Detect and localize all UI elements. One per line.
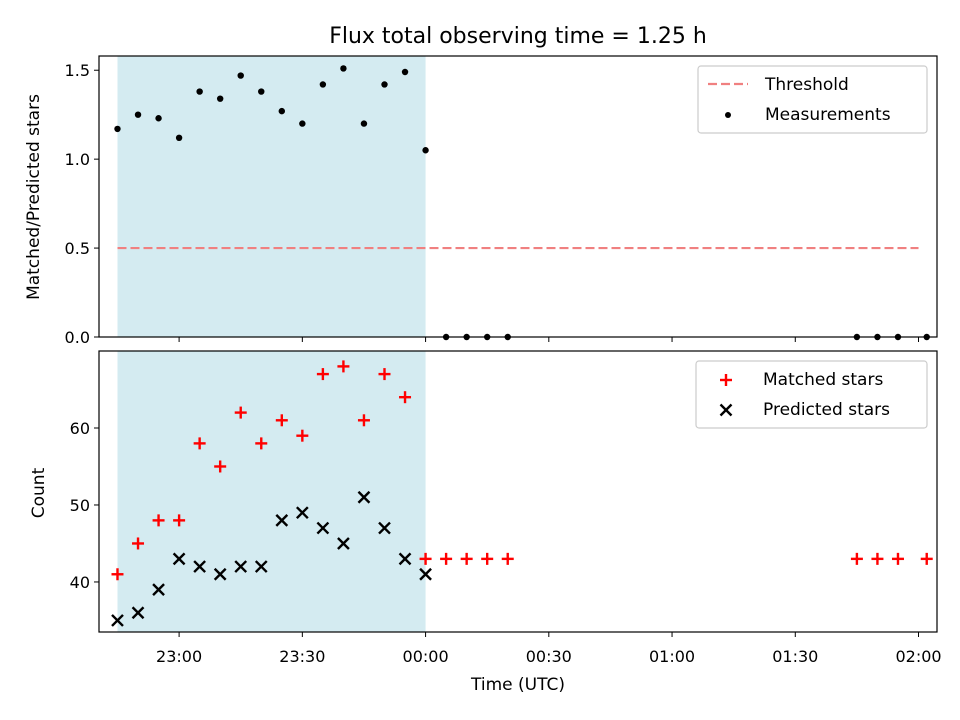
top-legend-box: [697, 65, 928, 134]
matched-star-point: [920, 552, 933, 565]
measurement-point: [299, 120, 306, 127]
predicted-star-point: [111, 614, 124, 627]
measurement-point: [258, 88, 265, 95]
matched-star-point: [419, 552, 432, 565]
predicted-star-point: [234, 560, 248, 573]
predicted-star-point: [254, 560, 268, 573]
bottom-y-tick-label: 50: [70, 496, 90, 515]
predicted-star-point: [131, 606, 145, 620]
matched-star-point: [850, 552, 863, 565]
measurement-point: [134, 111, 142, 118]
matched-star-point: [111, 568, 124, 581]
legend-measurement-swatch: [725, 112, 731, 118]
measurement-point: [319, 81, 327, 88]
legend-predicted-label: Predicted stars: [763, 400, 890, 420]
matched-star-point: [460, 552, 473, 565]
matched-star-point: [337, 360, 350, 373]
x-tick-label: 00:00: [403, 647, 449, 666]
matched-star-point: [316, 368, 329, 381]
x-axis-label: Time (UTC): [470, 675, 565, 695]
bottom-y-axis-label: Count: [29, 467, 49, 518]
predicted-star-point: [193, 560, 206, 573]
predicted-star-point: [419, 567, 432, 581]
top-y-tick-label: 1.0: [65, 150, 90, 169]
matched-star-point: [214, 460, 227, 473]
x-tick-label: 23:30: [279, 647, 325, 666]
x-tick-label: 23:00: [156, 647, 202, 666]
matched-star-point: [234, 406, 247, 419]
matched-star-point: [132, 537, 145, 550]
matched-star-point: [296, 429, 309, 442]
predicted-star-point: [378, 521, 391, 535]
measurement-point: [401, 68, 409, 76]
bottom-legend: Matched stars Predicted stars: [695, 360, 928, 429]
measurement-point: [114, 125, 121, 133]
matched-star-point: [152, 514, 165, 527]
legend-matched-label: Matched stars: [763, 370, 883, 390]
legend-predicted-swatch: [719, 403, 733, 417]
top-y-axis-label: Matched/Predicted stars: [24, 94, 44, 300]
predicted-star-point: [152, 583, 165, 597]
matched-star-point: [871, 552, 884, 565]
matched-star-point: [193, 437, 206, 450]
measurement-point: [340, 65, 347, 72]
measurement-point: [360, 120, 368, 127]
measurement-point: [422, 147, 429, 154]
top-legend: Threshold Measurements: [697, 65, 928, 134]
legend-measurement-label: Measurements: [765, 105, 891, 125]
shaded-observing-window: [117, 56, 426, 337]
shaded-observing-window: [117, 351, 426, 632]
top-panel-ratio: 0.0 0.5 1.0 1.5 Threshold Measurements: [65, 55, 938, 347]
measurement-point: [237, 72, 244, 79]
matched-star-point: [173, 514, 186, 527]
measurement-point: [196, 88, 203, 95]
top-y-tick-label: 1.5: [65, 61, 90, 80]
x-tick-label: 02:00: [895, 647, 941, 666]
matched-star-point: [891, 552, 904, 565]
top-plot-frame: [98, 55, 938, 338]
bottom-panel-counts: 40 50 60 23:00 23:30 00:00 00:30 01:00 01:30 02:0…: [70, 350, 942, 666]
matched-star-point: [378, 368, 391, 381]
top-y-tick-label: 0.0: [65, 328, 90, 347]
measurement-point: [278, 107, 285, 115]
predicted-star-point: [213, 567, 227, 581]
matched-star-point: [481, 552, 494, 565]
measurement-point: [175, 134, 183, 142]
bottom-plot-frame: [98, 350, 938, 633]
bottom-y-tick-label: 40: [70, 573, 90, 592]
matched-star-point: [440, 552, 453, 565]
bottom-legend-box: [695, 360, 928, 429]
chart-title: Flux total observing time = 1.25 h: [329, 24, 707, 49]
matched-star-point: [357, 414, 370, 427]
matched-star-point: [255, 437, 268, 450]
matched-star-point: [275, 414, 288, 427]
x-tick-label: 01:30: [772, 647, 818, 666]
legend-threshold-label: Threshold: [764, 75, 849, 95]
measurement-point: [216, 95, 224, 102]
predicted-star-point: [275, 514, 289, 527]
measurement-point: [381, 81, 388, 88]
measurement-point: [155, 115, 162, 122]
predicted-star-point: [172, 552, 186, 566]
bottom-y-tick-label: 60: [70, 419, 90, 438]
predicted-star-point: [316, 521, 330, 535]
predicted-star-point: [295, 506, 309, 520]
x-tick-label: 01:00: [649, 647, 695, 666]
top-y-tick-label: 0.5: [65, 239, 90, 258]
predicted-star-point: [357, 490, 371, 504]
matched-star-point: [501, 552, 514, 565]
predicted-star-point: [398, 552, 412, 566]
x-tick-label: 00:30: [526, 647, 572, 666]
legend-matched-swatch: [720, 374, 732, 386]
matched-star-point: [399, 391, 412, 404]
predicted-star-point: [337, 537, 350, 550]
